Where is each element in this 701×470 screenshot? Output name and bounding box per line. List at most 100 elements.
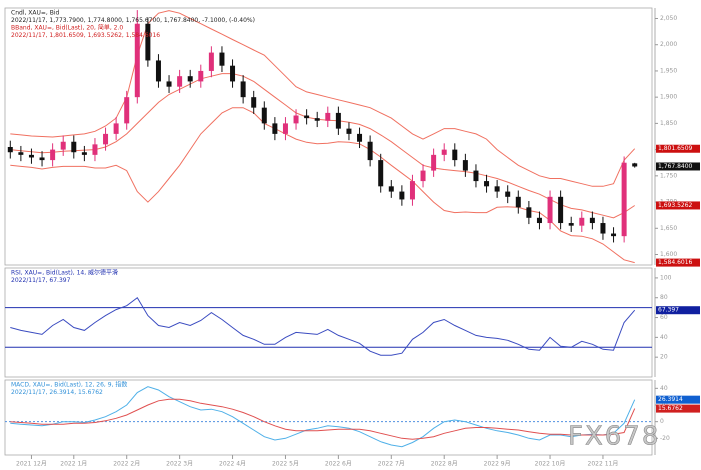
y-tick-label: 1,950	[660, 67, 677, 74]
candle-body	[515, 196, 521, 208]
last-value-label: 1,801.6509	[658, 145, 693, 152]
last-value-box	[656, 306, 700, 315]
panel-frame	[4, 267, 653, 378]
candle-body	[611, 233, 617, 237]
candle-body	[526, 207, 532, 218]
candle-body	[208, 52, 214, 71]
x-tick-label: 2022 3月	[166, 461, 193, 468]
y-tick-label: 2,000	[660, 41, 677, 48]
watermark: FX678	[568, 422, 660, 452]
candle-body	[187, 76, 193, 82]
candle-body	[304, 115, 310, 119]
candle-body	[335, 112, 341, 129]
candle-body	[18, 152, 24, 155]
panel-header: 2022/11/17, 26.3914, 15.6762	[11, 389, 103, 396]
candle-body	[7, 146, 13, 153]
candle-body	[431, 154, 437, 171]
candle-body	[39, 157, 45, 161]
candle-body	[462, 160, 468, 171]
candle-body	[177, 76, 183, 87]
bollinger-band	[10, 10, 636, 187]
x-tick-label: 2022 6月	[325, 461, 352, 468]
candle-body	[145, 23, 151, 61]
candle-body	[600, 223, 606, 234]
y-tick-label: 1,850	[660, 120, 677, 127]
candle-body	[473, 170, 479, 182]
candle-body	[71, 141, 77, 153]
last-value-label: 26.3914	[658, 396, 683, 403]
candle-body	[632, 163, 638, 167]
candle-body	[60, 141, 66, 150]
last-value-box	[656, 258, 700, 267]
candle-body	[357, 133, 363, 142]
y-tick-label: 1,750	[660, 172, 677, 179]
x-tick-label: 2022 1月	[60, 461, 87, 468]
panel-header: RSI, XAU=, Bid(Last), 14, 威尔德平滑	[11, 269, 118, 277]
candle-body	[558, 196, 564, 224]
y-tick-label: 60	[660, 314, 668, 321]
x-tick-label: 2022 7月	[378, 461, 405, 468]
panel-header: Cndl, XAU=, Bid	[11, 10, 60, 17]
x-tick-label: 2021 12月	[16, 461, 47, 468]
candle-body	[494, 186, 500, 192]
candle-body	[325, 112, 331, 121]
candle-body	[166, 81, 172, 87]
x-tick-label: 2022 11月	[588, 461, 619, 468]
x-tick-label: 2022 2月	[113, 461, 140, 468]
x-tick-label: 2022 4月	[219, 461, 246, 468]
y-tick-label: 80	[660, 294, 668, 301]
candle-body	[452, 149, 458, 161]
x-tick-label: 2022 10月	[535, 461, 566, 468]
candle-body	[399, 191, 405, 200]
bollinger-band	[10, 73, 635, 219]
last-value-box	[656, 144, 700, 153]
x-tick-label: 2022 9月	[484, 461, 511, 468]
y-tick-label: 1,900	[660, 94, 677, 101]
candle-body	[81, 152, 87, 155]
candle-body	[219, 52, 225, 66]
last-value-box	[656, 162, 700, 171]
panel-header: MACD, XAU=, Bid(Last), 12, 26, 9, 指数	[11, 381, 127, 389]
candle-body	[134, 23, 140, 98]
x-tick-label: 2022 5月	[272, 461, 299, 468]
y-tick-label: 40	[660, 334, 668, 341]
candle-body	[230, 65, 236, 82]
candle-body	[240, 81, 246, 98]
last-value-label: 15.6762	[658, 405, 683, 412]
candle-body	[282, 123, 288, 134]
last-value-label: 1,584.6016	[658, 259, 693, 266]
candle-body	[420, 170, 426, 182]
indicator-line	[10, 296, 636, 356]
candle-body	[28, 154, 34, 158]
candle-body	[113, 123, 119, 134]
last-value-label: 67.397	[658, 307, 679, 314]
y-tick-label: 100	[660, 274, 672, 281]
candle-body	[536, 217, 542, 224]
candle-body	[155, 60, 161, 82]
candle-body	[367, 141, 373, 161]
y-tick-label: 1,600	[660, 251, 677, 258]
candle-body	[621, 162, 627, 237]
candle-body	[251, 97, 257, 108]
candle-body	[261, 107, 267, 124]
y-tick-label: 2,050	[660, 15, 677, 22]
y-tick-label: 1,650	[660, 225, 677, 232]
candle-body	[103, 133, 109, 145]
candle-body	[589, 217, 595, 224]
candle-body	[505, 191, 511, 197]
candle-body	[198, 70, 204, 82]
candle-body	[293, 115, 299, 124]
panel-header: BBand, XAU=, Bid(Last), 20, 简单, 2.0	[11, 24, 123, 32]
candle-body	[568, 223, 574, 226]
y-tick-label: 20	[660, 354, 668, 361]
candle-body	[484, 181, 490, 187]
candle-body	[346, 128, 352, 134]
panel-frame	[4, 7, 653, 266]
last-value-label: 1,767.8400	[658, 163, 693, 170]
candle-body	[441, 149, 447, 155]
x-tick-label: 2022 8月	[431, 461, 458, 468]
last-value-box	[656, 395, 700, 404]
indicator-line	[10, 398, 636, 440]
y-tick-label: 0	[660, 418, 664, 425]
